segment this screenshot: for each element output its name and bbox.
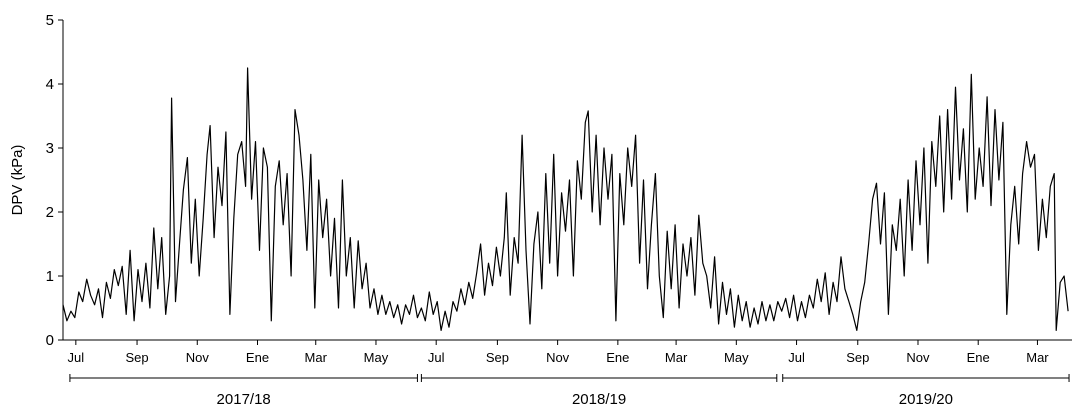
x-tick-label: Ene bbox=[967, 350, 990, 365]
y-tick-label: 5 bbox=[46, 12, 54, 29]
x-tick-label: Sep bbox=[125, 350, 148, 365]
y-tick-label: 4 bbox=[46, 76, 54, 93]
x-tick-label: Jul bbox=[68, 350, 85, 365]
y-tick-label: 1 bbox=[46, 268, 54, 285]
x-tick-label: Mar bbox=[665, 350, 688, 365]
y-ticks: 0 1 2 3 4 5 bbox=[46, 12, 63, 349]
x-ticks: Jul Sep Nov Ene Mar May Jul Sep Nov Ene Mar May Jul S… bbox=[68, 340, 1049, 365]
axes bbox=[62, 20, 1072, 341]
season-label: 2019/20 bbox=[899, 391, 953, 408]
x-tick-label: May bbox=[364, 350, 389, 365]
x-tick-label: Nov bbox=[906, 350, 930, 365]
season-label: 2017/18 bbox=[217, 391, 271, 408]
x-tick-label: Jul bbox=[788, 350, 805, 365]
x-tick-label: Ene bbox=[606, 350, 629, 365]
dpv-series-line bbox=[62, 67, 1069, 331]
y-tick-label: 0 bbox=[46, 332, 54, 349]
x-tick-label: Jul bbox=[428, 350, 445, 365]
x-tick-label: Nov bbox=[186, 350, 210, 365]
season-brackets: 2017/18 2018/19 2019/20 bbox=[69, 374, 1070, 408]
x-tick-label: Ene bbox=[246, 350, 269, 365]
y-tick-label: 2 bbox=[46, 204, 54, 221]
x-tick-label: Sep bbox=[846, 350, 869, 365]
y-tick-label: 3 bbox=[46, 140, 54, 157]
season-label: 2018/19 bbox=[572, 391, 626, 408]
y-axis-label: DPV (kPa) bbox=[9, 145, 26, 216]
x-tick-label: Mar bbox=[305, 350, 328, 365]
x-tick-label: Sep bbox=[486, 350, 509, 365]
x-tick-label: Nov bbox=[546, 350, 570, 365]
x-tick-label: May bbox=[724, 350, 749, 365]
x-tick-label: Mar bbox=[1026, 350, 1049, 365]
